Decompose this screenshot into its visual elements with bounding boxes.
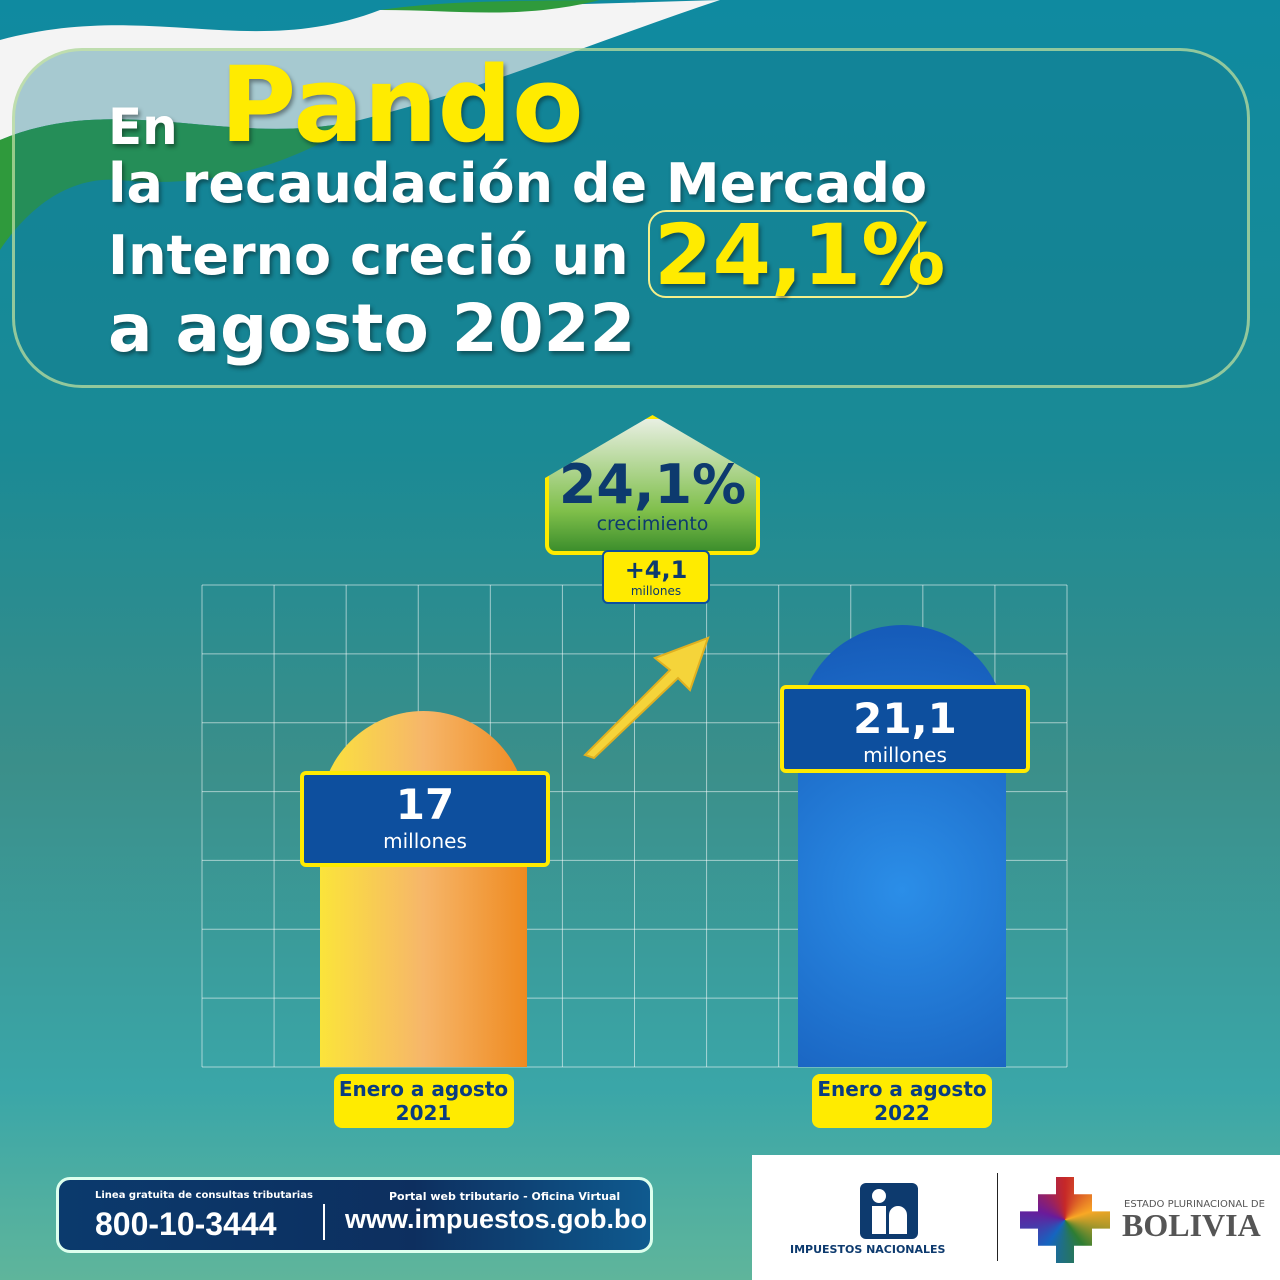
category-label: Enero a agosto 2021 xyxy=(333,1074,514,1128)
delta-value: +4,1 xyxy=(624,556,688,584)
growth-badge: 24,1% crecimiento xyxy=(545,415,760,555)
delta-badge: +4,1 millones xyxy=(602,550,710,604)
growth-label: crecimiento xyxy=(596,513,709,535)
headline-line4: a agosto 2022 xyxy=(108,290,636,367)
headline-en: En xyxy=(108,98,178,156)
impuestos-logo-icon xyxy=(860,1183,918,1239)
growth-arrow-icon xyxy=(583,636,710,760)
pando-flag-decoration xyxy=(0,0,720,250)
portal-link[interactable]: www.impuestos.gob.bo xyxy=(345,1204,647,1234)
bar-value-label: 17 millones xyxy=(300,770,550,867)
growth-percent: 24,1% xyxy=(558,453,747,516)
value-unit: millones xyxy=(383,828,467,853)
headline-pando: Pando xyxy=(220,44,584,166)
divider xyxy=(323,1204,325,1240)
impuestos-name: IMPUESTOS NACIONALES xyxy=(790,1243,946,1256)
headline-percent-frame xyxy=(648,210,920,298)
headline-line2: la recaudación de Mercado xyxy=(108,152,928,215)
hotline-number[interactable]: 800-10-3444 xyxy=(95,1206,277,1242)
headline-line3: Interno creció un xyxy=(108,224,629,287)
hotline-label: Linea gratuita de consultas tributarias xyxy=(95,1190,313,1201)
bar-value-label: 21,1 millones xyxy=(780,684,1030,773)
bolivia-text: BOLIVIA xyxy=(1122,1207,1261,1243)
logo-divider xyxy=(997,1173,998,1261)
value-text: 17 xyxy=(395,779,455,829)
bolivia-top-text: ESTADO PLURINACIONAL DE xyxy=(1124,1199,1265,1210)
contact-bar: Linea gratuita de consultas tributarias … xyxy=(56,1177,653,1253)
logos-panel: IMPUESTOS NACIONALES ESTADO PLURINACIONA… xyxy=(752,1155,1280,1280)
delta-unit: millones xyxy=(630,584,682,598)
category-label: Enero a agosto 2022 xyxy=(812,1074,992,1128)
portal-label: Portal web tributario - Oficina Virtual xyxy=(389,1190,621,1203)
bar xyxy=(320,710,527,1067)
chakana-emblem-icon xyxy=(1020,1177,1110,1263)
headline-frame xyxy=(12,48,1250,388)
headline-percent: 24,1% xyxy=(654,206,946,304)
value-unit: millones xyxy=(863,742,947,767)
value-text: 21,1 xyxy=(853,693,957,743)
